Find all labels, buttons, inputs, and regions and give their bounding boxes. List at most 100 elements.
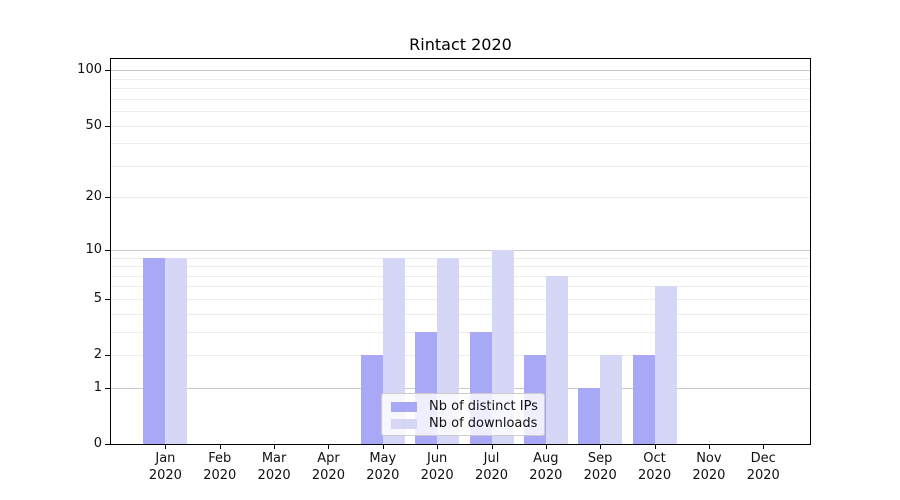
x-tick-year: 2020: [746, 468, 780, 483]
gridline-minor: [111, 111, 810, 113]
x-tick-mark: [274, 444, 276, 449]
x-tick-label: Sep 2020: [569, 450, 631, 484]
legend: Nb of distinct IPs Nb of downloads: [381, 393, 545, 436]
y-tick-mark: [105, 125, 111, 127]
x-tick-label: Jun 2020: [406, 450, 468, 484]
x-tick-year: 2020: [583, 468, 617, 483]
x-tick-year: 2020: [692, 468, 726, 483]
legend-swatch-distinct-ips: [391, 401, 417, 412]
gridline-minor: [111, 98, 810, 100]
x-tick-year: 2020: [311, 468, 345, 483]
x-tick-month: Aug: [533, 451, 559, 466]
x-tick-year: 2020: [474, 468, 509, 483]
y-tick-mark: [105, 298, 111, 300]
x-tick-year: 2020: [638, 468, 672, 483]
x-tick-label: Nov 2020: [678, 450, 740, 484]
y-tick-mark: [105, 70, 111, 72]
bar-distinct-ips: [360, 355, 383, 444]
gridline-major: [111, 70, 810, 72]
x-tick-month: Jul: [483, 451, 500, 466]
x-tick-year: 2020: [257, 468, 291, 483]
x-tick-mark: [654, 444, 656, 449]
x-tick-mark: [491, 444, 493, 449]
bar-downloads: [600, 355, 623, 444]
gridline-minor: [111, 88, 810, 90]
x-tick-month: Jan: [155, 451, 176, 466]
x-tick-label: May 2020: [352, 450, 414, 484]
y-tick-mark: [105, 249, 111, 251]
x-tick-month: Feb: [208, 451, 232, 466]
y-tick-mark: [105, 387, 111, 389]
y-tick-label: 2: [93, 347, 102, 363]
gridline-minor: [111, 266, 810, 268]
x-tick-label: Jan 2020: [134, 450, 196, 484]
y-tick-label: 10: [85, 241, 102, 257]
x-tick-label: Jul 2020: [461, 450, 523, 484]
y-tick-mark: [105, 444, 111, 445]
bar-downloads: [165, 257, 188, 444]
gridline-minor: [111, 331, 810, 333]
x-tick-month: Jun: [426, 451, 448, 466]
x-tick-year: 2020: [529, 468, 563, 483]
gridline-minor: [111, 286, 810, 288]
x-tick-mark: [600, 444, 602, 449]
x-tick-month: Mar: [261, 451, 287, 466]
bar-distinct-ips: [578, 387, 601, 444]
x-tick-mark: [165, 444, 167, 449]
y-tick-label: 50: [85, 117, 102, 133]
bar-distinct-ips: [632, 355, 655, 444]
gridline-major: [111, 387, 810, 389]
x-tick-month: Sep: [587, 451, 613, 466]
gridline-minor: [111, 298, 810, 300]
y-tick-label: 100: [77, 62, 102, 78]
x-tick-label: Dec 2020: [732, 450, 794, 484]
gridline-minor: [111, 275, 810, 277]
x-tick-mark: [328, 444, 330, 449]
bar-downloads: [545, 275, 568, 444]
bar-distinct-ips: [143, 257, 166, 444]
legend-swatch-downloads: [391, 418, 417, 429]
x-tick-year: 2020: [148, 468, 182, 483]
x-tick-label: Oct 2020: [624, 450, 686, 484]
gridline-minor: [111, 165, 810, 167]
x-tick-year: 2020: [203, 468, 237, 483]
gridline-minor: [111, 257, 810, 259]
y-tick-label: 0: [93, 436, 102, 451]
x-tick-mark: [545, 444, 547, 449]
gridline-minor: [111, 125, 810, 127]
y-tick-mark: [105, 355, 111, 357]
x-tick-label: Aug 2020: [515, 450, 577, 484]
x-tick-label: Apr 2020: [297, 450, 359, 484]
chart-title: Rintact 2020: [409, 35, 512, 54]
bar-downloads: [654, 286, 677, 444]
gridline-minor: [111, 78, 810, 80]
y-tick-mark: [105, 197, 111, 199]
x-tick-month: May: [369, 451, 397, 466]
x-tick-mark: [219, 444, 221, 449]
gridline-minor: [111, 355, 810, 357]
plot-area: Nb of distinct IPs Nb of downloads: [110, 58, 811, 445]
y-tick-label: 1: [93, 379, 102, 395]
gridline-minor: [111, 143, 810, 145]
x-tick-year: 2020: [366, 468, 400, 483]
x-tick-month: Nov: [696, 451, 722, 466]
x-tick-mark: [763, 444, 765, 449]
x-tick-label: Mar 2020: [243, 450, 305, 484]
gridline-minor: [111, 197, 810, 199]
x-tick-label: Feb 2020: [189, 450, 251, 484]
x-tick-mark: [382, 444, 384, 449]
x-tick-mark: [437, 444, 439, 449]
legend-row: Nb of downloads: [391, 415, 538, 432]
x-tick-year: 2020: [420, 468, 454, 483]
x-tick-mark: [708, 444, 710, 449]
legend-label-downloads: Nb of downloads: [429, 416, 538, 431]
x-tick-month: Dec: [750, 451, 776, 466]
y-tick-label: 5: [93, 290, 102, 306]
legend-row: Nb of distinct IPs: [391, 398, 538, 415]
y-tick-label: 20: [85, 189, 102, 205]
legend-label-distinct-ips: Nb of distinct IPs: [429, 399, 538, 414]
x-tick-month: Oct: [643, 451, 666, 466]
x-tick-month: Apr: [317, 451, 340, 466]
gridline-major: [111, 249, 810, 251]
